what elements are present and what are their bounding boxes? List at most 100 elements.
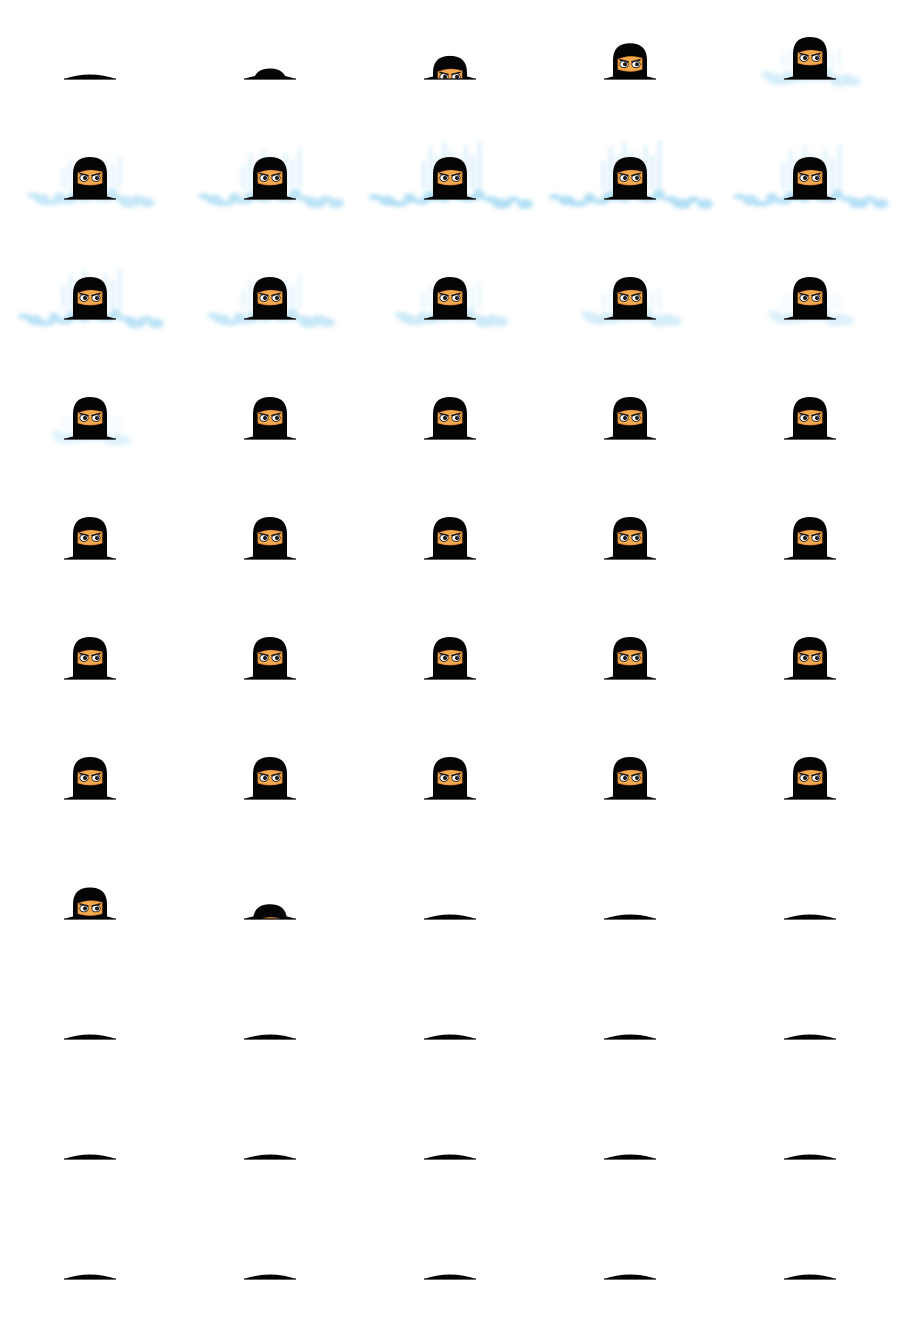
frame-canvas — [64, 1034, 116, 1040]
sprite-frame — [360, 1200, 540, 1320]
ninja-head — [73, 637, 107, 679]
frame-canvas — [760, 37, 862, 87]
ninja-head — [433, 637, 467, 679]
sprite-frame — [0, 240, 180, 360]
sprite-frame — [720, 960, 900, 1080]
ninja-head — [793, 637, 827, 679]
sprite-frame — [180, 360, 360, 480]
sprite-frame — [720, 480, 900, 600]
ninja-head — [793, 157, 827, 199]
sprite-frame — [360, 600, 540, 720]
sprite-frame — [0, 1200, 180, 1320]
sprite-frame — [180, 600, 360, 720]
sprite-frame — [540, 1200, 720, 1320]
sprite-frame — [180, 480, 360, 600]
ninja-head — [253, 397, 287, 439]
frame-canvas — [393, 277, 509, 328]
sprite-frame — [360, 840, 540, 960]
ninja-head — [433, 517, 467, 559]
ninja-head — [253, 68, 287, 79]
sprite-frame — [180, 1080, 360, 1200]
ninja-head — [793, 397, 827, 439]
frame-canvas — [198, 148, 344, 209]
sprite-frame — [540, 0, 720, 120]
sprite-frame — [360, 1080, 540, 1200]
frame-canvas — [244, 1154, 296, 1160]
frame-canvas — [784, 757, 836, 800]
sprite-frame — [360, 240, 540, 360]
ninja-head — [793, 517, 827, 559]
ninja-head — [793, 757, 827, 799]
sprite-frame — [720, 840, 900, 960]
ground-hole — [424, 1034, 476, 1039]
frame-canvas — [604, 1274, 656, 1280]
frame-canvas — [604, 1154, 656, 1160]
sprite-frame — [360, 480, 540, 600]
ninja-head — [73, 397, 107, 439]
sprite-frame — [720, 0, 900, 120]
ground-hole — [784, 1034, 836, 1039]
frame-canvas — [50, 397, 132, 447]
frame-canvas — [64, 517, 116, 560]
sprite-frame — [720, 1080, 900, 1200]
sprite-frame — [720, 720, 900, 840]
frame-canvas — [604, 637, 656, 680]
frame-canvas — [369, 141, 533, 209]
ninja-head — [73, 157, 107, 199]
sprite-frame — [540, 720, 720, 840]
sprite-frame — [360, 0, 540, 120]
frame-canvas — [424, 1274, 476, 1280]
frame-canvas — [207, 276, 335, 328]
sprite-frame — [0, 1080, 180, 1200]
frame-canvas — [424, 637, 476, 680]
ninja-head — [253, 277, 287, 319]
sprite-frame — [540, 1080, 720, 1200]
ground-hole — [64, 74, 116, 79]
sprite-frame — [180, 120, 360, 240]
frame-canvas — [244, 637, 296, 680]
frame-canvas — [784, 397, 836, 440]
ninja-head — [433, 757, 467, 799]
frame-canvas — [244, 1034, 296, 1040]
ground-hole — [64, 1274, 116, 1279]
frame-canvas — [244, 517, 296, 560]
frame-canvas — [784, 1274, 836, 1280]
frame-canvas — [784, 1034, 836, 1040]
sprite-frame — [540, 360, 720, 480]
frame-canvas — [767, 277, 855, 327]
sprite-frame — [720, 600, 900, 720]
ground-hole — [244, 1034, 296, 1039]
frame-canvas — [733, 144, 889, 209]
ninja-head — [253, 757, 287, 799]
frame-canvas — [784, 637, 836, 680]
ninja-head — [613, 397, 647, 439]
frame-canvas — [424, 397, 476, 440]
ninja-head — [253, 517, 287, 559]
sprite-frame — [540, 840, 720, 960]
frame-canvas — [604, 1034, 656, 1040]
sprite-frame — [720, 360, 900, 480]
sprite-frame — [360, 960, 540, 1080]
ground-hole — [424, 914, 476, 919]
ninja-head — [73, 887, 107, 919]
ninja-head — [613, 277, 647, 319]
frame-canvas — [784, 914, 836, 920]
sprite-frame — [180, 840, 360, 960]
frame-canvas — [604, 757, 656, 800]
frame-canvas — [604, 397, 656, 440]
sprite-frame — [540, 960, 720, 1080]
sprite-frame — [0, 960, 180, 1080]
sprite-frame — [0, 720, 180, 840]
sprite-frame — [180, 240, 360, 360]
ninja-head — [253, 637, 287, 679]
ninja-head — [433, 55, 467, 79]
sprite-frame — [360, 360, 540, 480]
sprite-frame — [0, 600, 180, 720]
sprite-frame — [180, 720, 360, 840]
ground-hole — [604, 1274, 656, 1279]
frame-canvas — [244, 904, 296, 920]
frame-canvas — [18, 268, 164, 329]
ground-hole — [244, 1154, 296, 1159]
sprite-frame — [0, 840, 180, 960]
